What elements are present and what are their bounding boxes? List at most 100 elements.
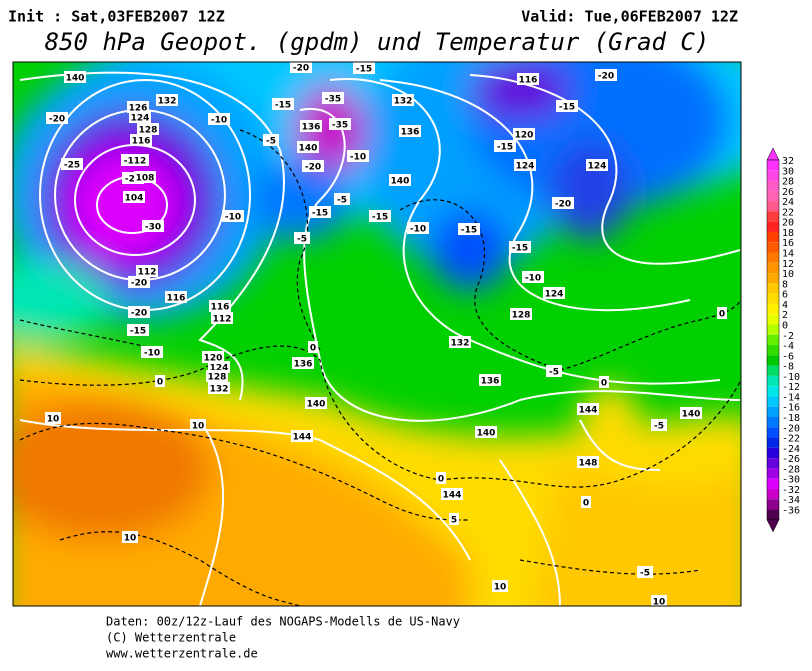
- colorbar-label: 10: [782, 269, 794, 280]
- contour-label: -30: [145, 223, 161, 233]
- contour-label-box: [46, 112, 68, 124]
- contour-label: 104: [125, 194, 144, 204]
- contour-label-box: [309, 206, 331, 218]
- contour-label: -5: [266, 137, 276, 147]
- contour-label-box: [392, 94, 414, 106]
- contour-label-box: [263, 134, 279, 146]
- contour-label-box: [407, 222, 429, 234]
- colorbar-label: -32: [782, 485, 800, 496]
- contour-label: 128: [208, 373, 227, 383]
- contour-label-box: [436, 472, 446, 484]
- colorbar-label: -12: [782, 382, 800, 393]
- contour-label-box: [399, 125, 421, 137]
- valid-time: Valid: Tue,06FEB2007 12Z: [521, 8, 738, 26]
- contour-label-box: [334, 193, 350, 205]
- contour-label: 128: [139, 126, 158, 136]
- colorbar-swatch: [767, 324, 779, 335]
- contour-label: 0: [157, 378, 163, 388]
- map-title: 850 hPa Geopot. (gpdm) und Temperatur (G…: [45, 28, 710, 56]
- contour-label-box: [272, 98, 294, 110]
- colorbar-swatch: [767, 509, 779, 520]
- colorbar-swatch: [767, 314, 779, 325]
- contour-label: -112: [124, 157, 147, 167]
- contour-label: -5: [337, 196, 347, 206]
- colorbar-bottom-arrow: [766, 519, 780, 533]
- contour-label-box: [127, 101, 149, 113]
- colorbar-label: 24: [782, 197, 794, 208]
- contour-label-box: [494, 140, 516, 152]
- colorbar-label: 30: [782, 166, 794, 177]
- colorbar-label: -16: [782, 403, 800, 414]
- contour-label-box: [302, 160, 324, 172]
- colorbar-label: -6: [782, 351, 794, 362]
- colorbar-swatch: [767, 478, 779, 489]
- contour-label-box: [389, 174, 411, 186]
- footer-source: Daten: 00z/12z-Lauf des NOGAPS-Modells d…: [106, 615, 460, 629]
- colorbar-label: 20: [782, 218, 794, 229]
- contour-label-box: [208, 113, 230, 125]
- colorbar-swatch: [767, 252, 779, 263]
- colorbar-swatch: [767, 488, 779, 500]
- contour-label: -5: [549, 368, 559, 378]
- contour-label: -15: [130, 327, 146, 337]
- contour-label-box: [546, 365, 562, 377]
- colorbar-label: -2: [782, 331, 794, 342]
- colorbar-swatch: [767, 437, 779, 448]
- contour-label-box: [581, 496, 591, 508]
- colorbar-swatch: [767, 303, 779, 315]
- contour-label: -20: [555, 200, 571, 210]
- colorbar-label: -28: [782, 464, 800, 475]
- colorbar-swatch: [767, 365, 779, 376]
- colorbar-swatch: [767, 190, 779, 202]
- contour-label-box: [222, 210, 244, 222]
- contour-label: -15: [356, 65, 372, 75]
- contour-label-box: [449, 513, 459, 525]
- contour-label: -15: [559, 103, 575, 113]
- contour-label-box: [347, 150, 369, 162]
- contour-label-box: [514, 159, 536, 171]
- colorbar-swatch: [767, 334, 779, 346]
- contour-label-box: [369, 210, 391, 222]
- contour-label: 140: [391, 177, 410, 187]
- colorbar-swatch: [767, 160, 779, 171]
- contour-label: -20: [131, 279, 147, 289]
- contour-label: 10: [124, 534, 137, 544]
- contour-label: -35: [332, 121, 348, 131]
- colorbar-label: 18: [782, 228, 794, 239]
- contour-label-box: [305, 397, 327, 409]
- contour-label-box: [190, 419, 206, 431]
- contour-label-box: [509, 241, 531, 253]
- colorbar-swatch: [767, 468, 779, 479]
- contour-label: 120: [204, 354, 223, 364]
- contour-label: 112: [213, 315, 232, 325]
- contour-label-box: [441, 488, 463, 500]
- contour-label: 136: [294, 360, 313, 370]
- contour-label: 136: [481, 377, 500, 387]
- colorbar-swatch: [767, 180, 779, 191]
- contour-label-box: [492, 580, 508, 592]
- contour-label-box: [552, 197, 574, 209]
- contour-label: -20: [598, 72, 614, 82]
- contour-label: 132: [210, 385, 229, 395]
- contour-label-box: [458, 223, 480, 235]
- colorbar-label: -14: [782, 392, 800, 403]
- init-time: Init : Sat,03FEB2007 12Z: [8, 8, 225, 26]
- contour-label-box: [449, 336, 471, 348]
- colorbar-label: 6: [782, 290, 788, 301]
- contour-label: 10: [47, 415, 60, 425]
- contour-label: -15: [372, 213, 388, 223]
- contour-label-box: [292, 357, 314, 369]
- contour-label: -10: [211, 116, 227, 126]
- contour-label: 0: [601, 379, 607, 389]
- colorbar-swatch: [767, 458, 779, 469]
- colorbar-swatch: [767, 201, 779, 212]
- contour-label: -5: [654, 422, 664, 432]
- contour-label-box: [717, 307, 727, 319]
- colorbar-swatch: [767, 345, 779, 356]
- contour-label: 132: [451, 339, 470, 349]
- colorbar-label: -34: [782, 495, 800, 506]
- contour-label-box: [322, 92, 344, 104]
- contour-label: -10: [525, 274, 541, 284]
